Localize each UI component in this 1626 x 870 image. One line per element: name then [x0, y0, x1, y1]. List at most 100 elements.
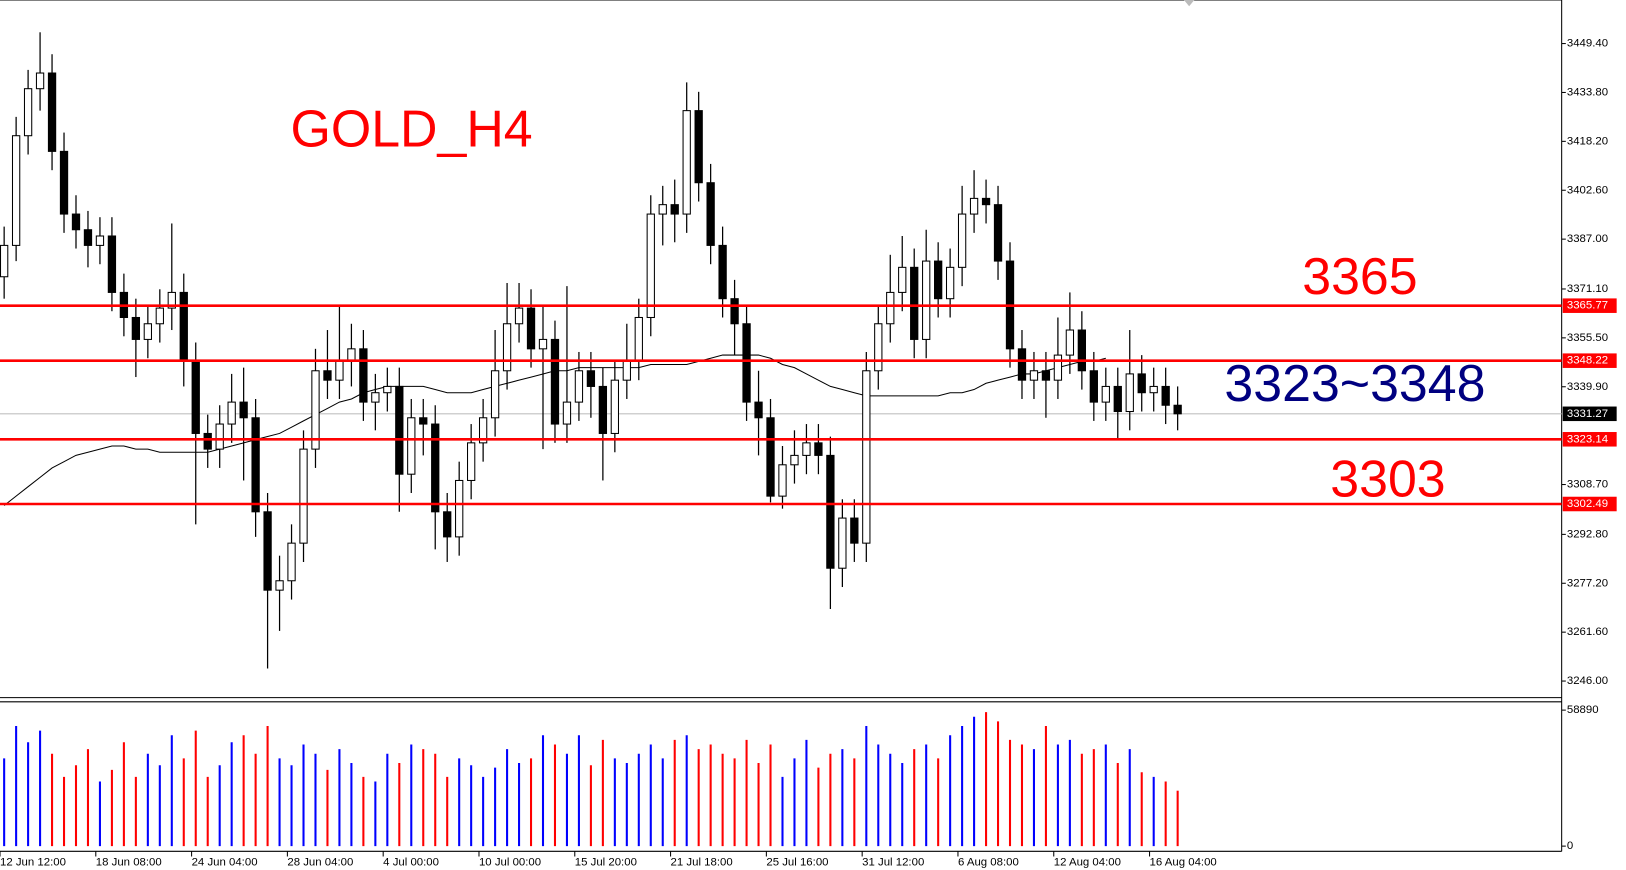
- candle-body: [1101, 385, 1110, 403]
- candle-body: [431, 423, 440, 513]
- candle-body: [47, 72, 57, 152]
- candle-body: [514, 307, 524, 325]
- candle-body: [766, 417, 775, 497]
- candle-body: [419, 417, 428, 425]
- x-tick-label: 10 Jul 00:00: [479, 857, 541, 869]
- candle-body: [1149, 385, 1158, 394]
- candle-body: [898, 266, 907, 293]
- x-tick-label: 21 Jul 18:00: [671, 857, 733, 869]
- candle-body: [1125, 373, 1134, 413]
- candle-body: [251, 417, 260, 513]
- candle-body: [83, 229, 93, 246]
- candle-body: [1089, 370, 1098, 403]
- candle-body: [886, 291, 895, 325]
- annotation: 3323~3348: [1224, 354, 1485, 412]
- annotation: 3303: [1330, 449, 1445, 507]
- y-tick-label: 3277.20: [1567, 577, 1608, 589]
- candle-body: [922, 260, 931, 340]
- candle-body: [550, 338, 560, 425]
- current-price-box: [1562, 406, 1617, 422]
- candle-body: [1065, 329, 1075, 356]
- candle-body: [1137, 373, 1146, 394]
- x-tick-label: 31 Jul 12:00: [862, 857, 924, 869]
- candle-body: [323, 370, 332, 381]
- chart-title: GOLD_H4: [291, 100, 533, 158]
- candle-body: [586, 370, 596, 387]
- level-label: 3323.14: [1567, 433, 1609, 445]
- candle-body: [11, 135, 21, 246]
- candle-body: [335, 360, 344, 381]
- y-tick-label: 3261.60: [1567, 626, 1608, 638]
- x-tick-label: 12 Jun 12:00: [0, 857, 66, 869]
- candle-body: [275, 580, 284, 591]
- candle-body: [107, 235, 117, 293]
- candle-body: [622, 360, 631, 381]
- candle-body: [71, 213, 81, 231]
- candle-body: [838, 517, 847, 569]
- candle-body: [383, 385, 392, 394]
- candle-body: [311, 370, 320, 450]
- candle-body: [1053, 354, 1063, 381]
- candle-body: [598, 385, 608, 434]
- candle-body: [59, 150, 69, 215]
- candle-body: [790, 454, 799, 466]
- candle-body: [874, 323, 883, 372]
- y-tick-label: 3371.10: [1567, 283, 1608, 295]
- candle-body: [287, 542, 296, 582]
- candle-body: [490, 370, 500, 419]
- volume-tick-label: 58890: [1567, 704, 1599, 716]
- candle-body: [526, 307, 536, 350]
- x-tick-label: 15 Jul 20:00: [575, 857, 637, 869]
- candle-body: [814, 442, 823, 456]
- y-tick-label: 3292.80: [1567, 528, 1608, 540]
- y-tick-label: 3339.90: [1567, 381, 1608, 393]
- candle-body: [862, 370, 871, 544]
- candle-body: [502, 323, 512, 372]
- x-tick-label: 6 Aug 08:00: [958, 857, 1019, 869]
- candle-body: [95, 235, 105, 246]
- y-tick-label: 3387.00: [1567, 233, 1608, 245]
- candle-body: [191, 360, 200, 434]
- candle-body: [263, 511, 272, 591]
- candle-body: [407, 417, 416, 475]
- candle-body: [993, 204, 1003, 262]
- candle-body: [1173, 404, 1182, 415]
- x-tick-label: 24 Jun 04:00: [192, 857, 258, 869]
- level-label-box: [1562, 432, 1617, 447]
- x-tick-label: 18 Jun 08:00: [96, 857, 162, 869]
- candle-body: [718, 244, 727, 300]
- candle-body: [969, 197, 979, 215]
- candle-body: [143, 323, 152, 340]
- candle-body: [802, 442, 811, 456]
- candle-body: [227, 401, 236, 425]
- level-label-box: [1562, 353, 1617, 368]
- level-label: 3348.22: [1567, 355, 1608, 367]
- x-tick-label: 25 Jul 16:00: [766, 857, 828, 869]
- candle-body: [23, 88, 33, 137]
- y-tick-label: 3402.60: [1567, 184, 1608, 196]
- volume-tick-label: 0: [1567, 840, 1573, 852]
- candle-body: [981, 197, 991, 206]
- level-label-box: [1562, 496, 1617, 512]
- candle-body: [1029, 370, 1039, 381]
- candle-body: [1113, 385, 1122, 413]
- candle-body: [371, 392, 380, 403]
- candle-body: [538, 338, 548, 350]
- candle-body: [706, 182, 715, 246]
- y-tick-label: 3246.00: [1567, 675, 1608, 687]
- x-tick-label: 4 Jul 00:00: [383, 857, 439, 869]
- candle-body: [467, 442, 476, 481]
- candle-body: [694, 110, 703, 184]
- candle-body: [179, 291, 188, 362]
- candle-body: [742, 323, 751, 403]
- candle-body: [478, 417, 488, 444]
- candle-body: [754, 401, 763, 419]
- candle-body: [682, 110, 691, 215]
- annotation: 3365: [1302, 247, 1417, 305]
- current-price-label: 3331.27: [1567, 408, 1608, 420]
- candle-body: [1017, 348, 1027, 381]
- candle-body: [167, 291, 176, 309]
- candle-body: [574, 370, 584, 403]
- candle-body: [395, 385, 404, 475]
- candle-body: [455, 479, 464, 538]
